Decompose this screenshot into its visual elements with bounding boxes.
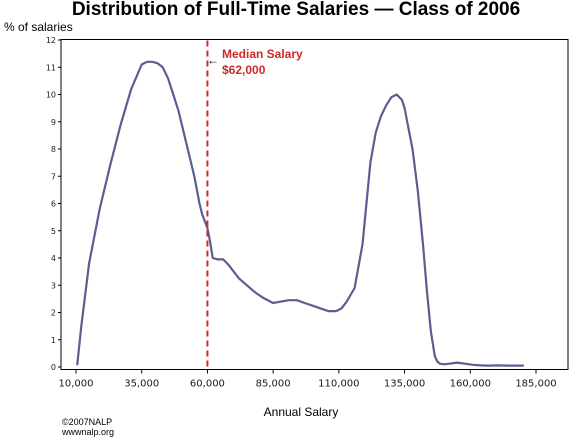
y-tick-label: 2 [51, 309, 56, 318]
website-text: wwwnalp.org [61, 427, 114, 437]
y-tick-label: 11 [46, 63, 56, 72]
y-tick-label: 3 [51, 281, 56, 290]
x-tick-label: 185,000 [515, 379, 556, 390]
y-tick-label: 1 [51, 336, 56, 345]
y-tick-label: 7 [51, 172, 56, 181]
y-tick-label: 4 [51, 254, 56, 263]
x-axis-title: Annual Salary [264, 405, 339, 419]
y-tick-label: 8 [51, 145, 56, 154]
y-tick-label: 12 [46, 36, 56, 45]
x-axis: 10,000 35,000 60,000 85,000 110,000 135,000 16… [59, 369, 557, 390]
y-tick-label: 0 [51, 363, 56, 372]
median-arrow-icon: ← [207, 53, 219, 67]
median-label: Median Salary [222, 47, 303, 61]
plot-frame [60, 39, 569, 370]
x-tick-label: 60,000 [190, 379, 225, 390]
salary-distribution-line [76, 60, 524, 367]
copyright-text: ©2007NALP [62, 417, 112, 427]
y-tick-label: 10 [46, 91, 56, 100]
x-tick-label: 35,000 [124, 379, 159, 390]
y-tick-label: 9 [51, 118, 56, 127]
x-tick-label: 85,000 [256, 379, 291, 390]
x-tick-label: 110,000 [318, 379, 359, 390]
x-tick-label: 10,000 [59, 379, 94, 390]
median-value: $62,000 [222, 63, 266, 77]
x-tick-label: 160,000 [450, 379, 491, 390]
y-tick-label: 5 [51, 227, 56, 236]
x-tick-label: 135,000 [384, 379, 425, 390]
chart-title: Distribution of Full-Time Salaries — Cla… [72, 0, 520, 20]
y-tick-label: 6 [51, 200, 56, 209]
y-axis-title: % of salaries [4, 20, 73, 34]
